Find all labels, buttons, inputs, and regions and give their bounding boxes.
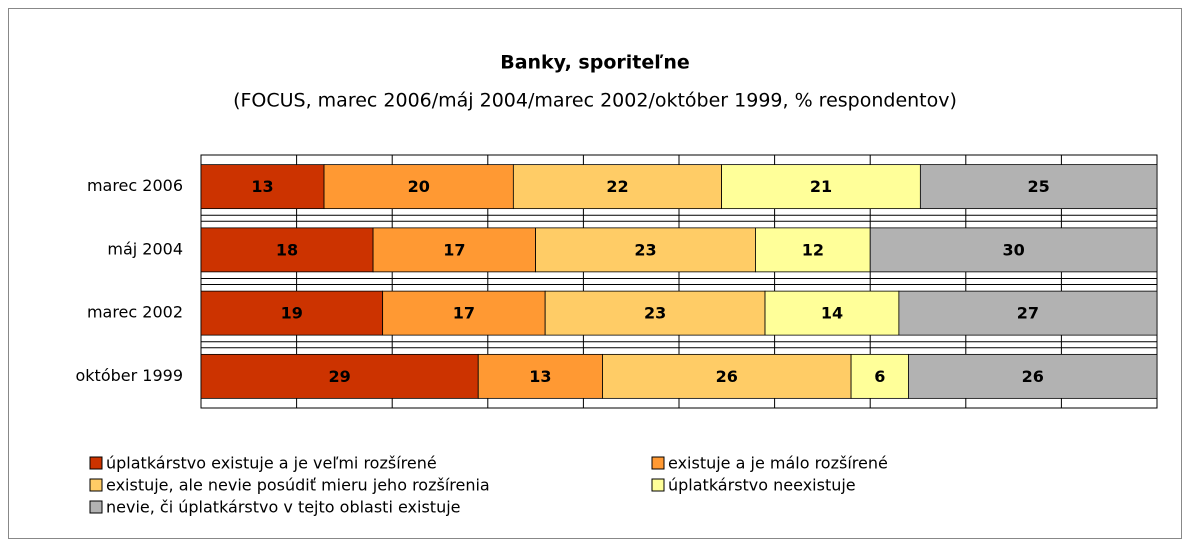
legend-swatch	[651, 478, 665, 492]
bar-segment	[200, 353, 479, 399]
bar-segment	[544, 290, 766, 336]
bar-segment	[850, 353, 909, 399]
legend-label: nevie, či úplatkárstvo v tejto oblasti e…	[106, 498, 461, 517]
data-label: 30	[1002, 240, 1024, 259]
data-label: 22	[606, 177, 628, 196]
bar-segment	[200, 227, 374, 273]
chart-subtitle: (FOCUS, marec 2006/máj 2004/marec 2002/o…	[233, 90, 957, 112]
data-label: 6	[874, 367, 885, 386]
data-label: 26	[716, 367, 738, 386]
data-label: 13	[251, 177, 273, 196]
data-label: 27	[1017, 304, 1039, 323]
bar-segment	[721, 164, 921, 210]
data-label: 19	[281, 304, 303, 323]
bar-segment	[372, 227, 536, 273]
bar-segment	[477, 353, 603, 399]
data-label: 26	[1022, 367, 1044, 386]
data-label: 20	[408, 177, 430, 196]
bar-segment	[919, 164, 1158, 210]
data-label: 13	[529, 367, 551, 386]
y-tick-label: marec 2002	[87, 303, 183, 322]
bar-segment	[764, 290, 900, 336]
data-label: 21	[810, 177, 832, 196]
y-tick-label: máj 2004	[107, 239, 183, 258]
data-label: 14	[821, 304, 843, 323]
data-label: 18	[276, 240, 298, 259]
bar-segment	[602, 353, 852, 399]
bar-segment	[535, 227, 756, 273]
legend-swatch	[89, 478, 103, 492]
y-tick-label: október 1999	[76, 366, 184, 385]
legend-label: existuje a je málo rozšírené	[668, 454, 888, 473]
data-label: 23	[644, 304, 666, 323]
legend-swatch	[651, 456, 665, 470]
data-label: 17	[443, 240, 465, 259]
data-label: 12	[802, 240, 824, 259]
y-tick-label: marec 2006	[87, 176, 183, 195]
data-label: 23	[634, 240, 656, 259]
chart-title: Banky, sporiteľne	[500, 52, 690, 74]
bar-segment	[898, 290, 1158, 336]
legend-label: úplatkárstvo existuje a je veľmi rozšíre…	[106, 454, 437, 473]
data-label: 25	[1028, 177, 1050, 196]
legend-swatch	[89, 456, 103, 470]
bar-segment	[755, 227, 871, 273]
legend-swatch	[89, 500, 103, 514]
bar-segment	[200, 164, 325, 210]
data-label: 17	[453, 304, 475, 323]
bar-segment	[908, 353, 1158, 399]
bar-segment	[869, 227, 1158, 273]
bar-segment	[200, 290, 384, 336]
data-label: 29	[328, 367, 350, 386]
legend-label: existuje, ale nevie posúdiť mieru jeho r…	[106, 476, 490, 495]
legend-label: úplatkárstvo neexistuje	[668, 476, 856, 495]
